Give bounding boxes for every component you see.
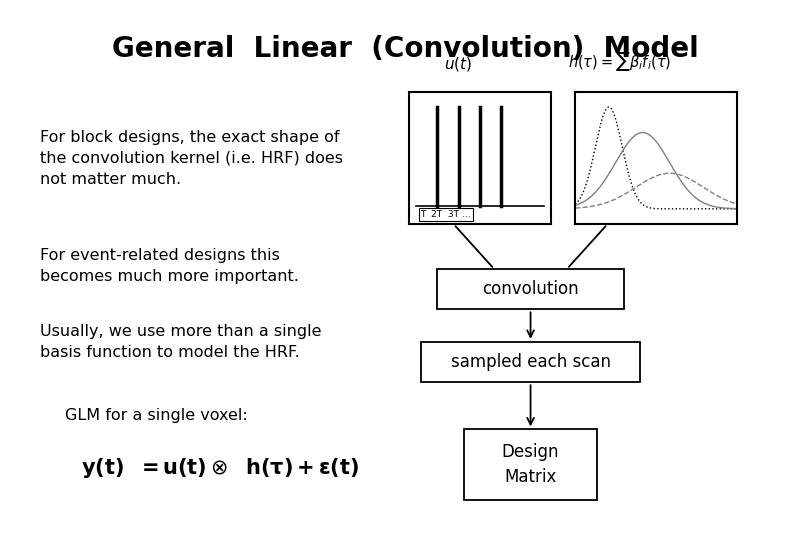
Bar bbox=[421, 341, 640, 382]
Text: $\mathbf{y(t)}$  $\mathbf{= u(t)} \otimes$  $\mathbf{h(\tau) + \varepsilon(t)}$: $\mathbf{y(t)}$ $\mathbf{= u(t)} \otimes… bbox=[81, 456, 359, 480]
Text: sampled each scan: sampled each scan bbox=[450, 353, 611, 371]
Text: GLM for a single voxel:: GLM for a single voxel: bbox=[65, 408, 248, 423]
Text: $u(t)$: $u(t)$ bbox=[444, 55, 471, 73]
Text: $h(\tau){=}\sum\beta_i f_i(\tau)$: $h(\tau){=}\sum\beta_i f_i(\tau)$ bbox=[568, 50, 671, 73]
Text: General  Linear  (Convolution)  Model: General Linear (Convolution) Model bbox=[112, 35, 698, 63]
Text: For block designs, the exact shape of
the convolution kernel (i.e. HRF) does
not: For block designs, the exact shape of th… bbox=[40, 130, 343, 187]
Bar bbox=[463, 429, 597, 500]
Text: T  2T  3T ...: T 2T 3T ... bbox=[420, 210, 471, 219]
Text: convolution: convolution bbox=[482, 280, 579, 298]
Bar bbox=[437, 268, 624, 309]
Text: Usually, we use more than a single
basis function to model the HRF.: Usually, we use more than a single basis… bbox=[40, 324, 322, 360]
Text: Design
Matrix: Design Matrix bbox=[502, 443, 559, 486]
Text: For event-related designs this
becomes much more important.: For event-related designs this becomes m… bbox=[40, 248, 300, 285]
